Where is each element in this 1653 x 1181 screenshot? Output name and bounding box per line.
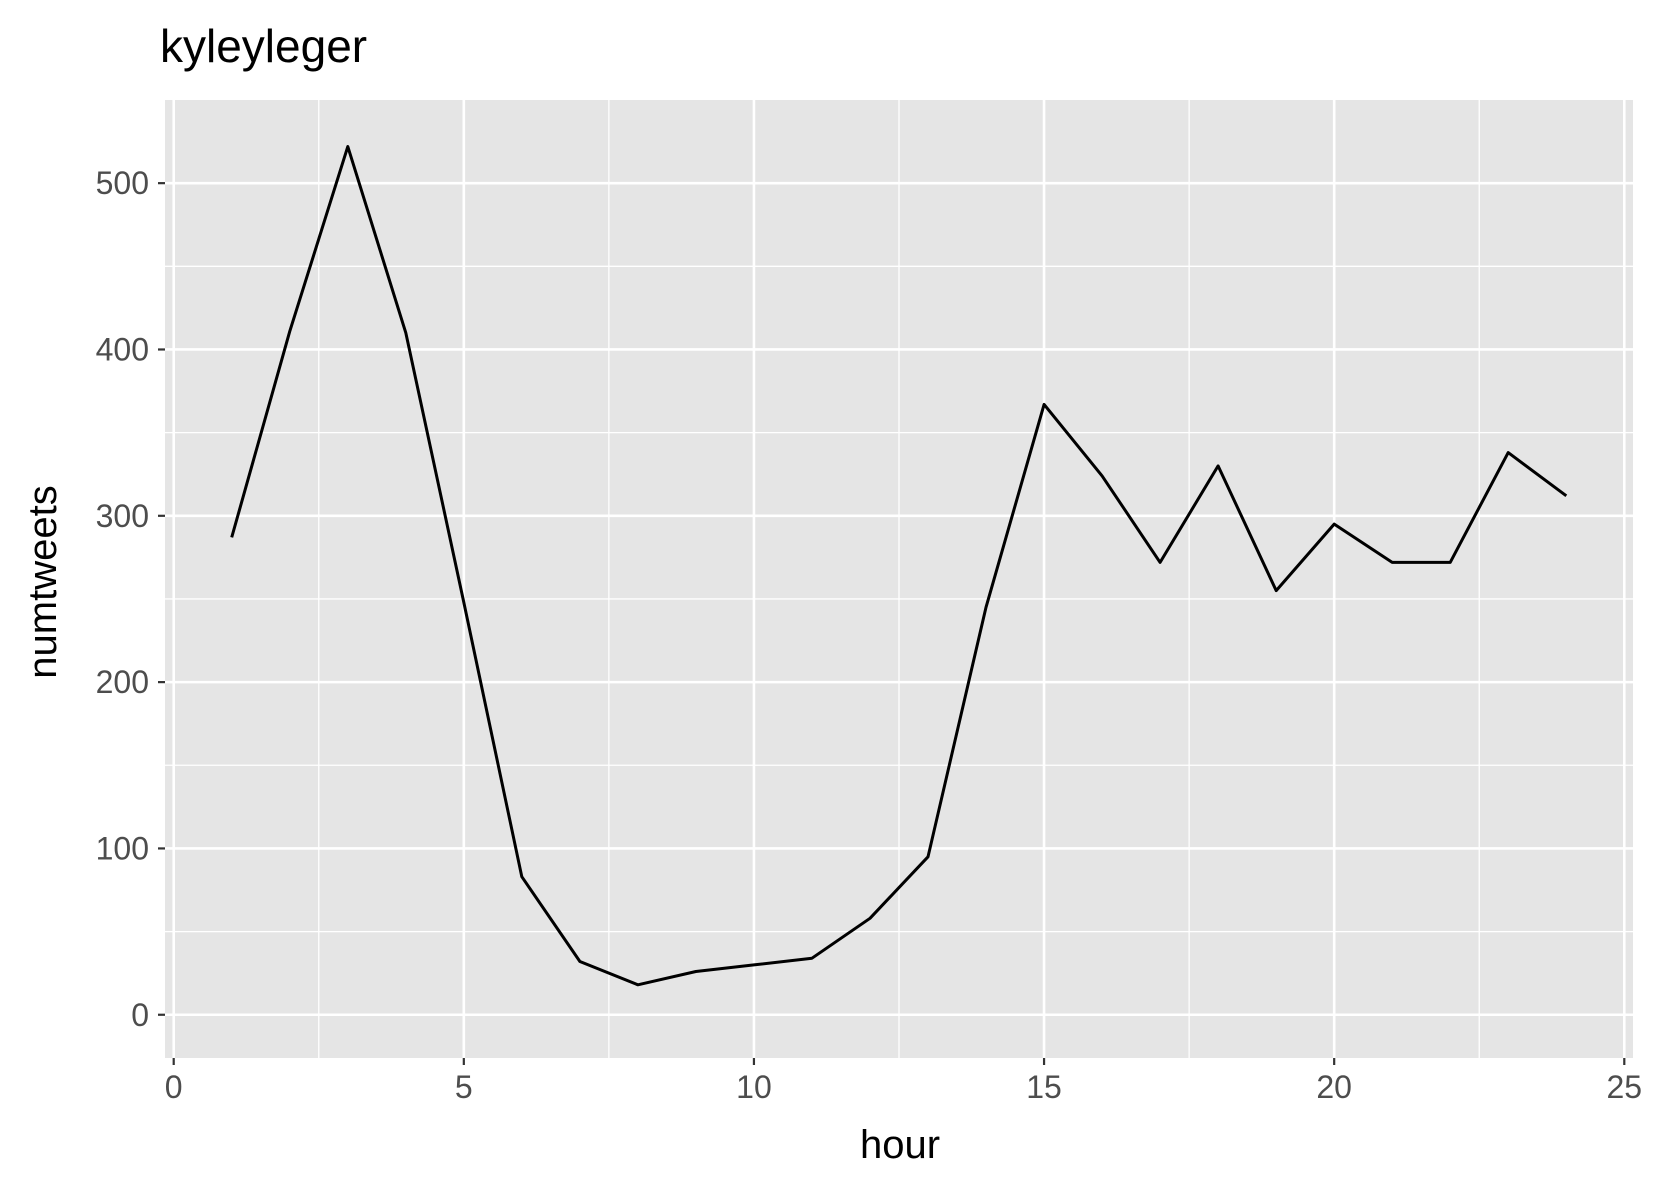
y-tick-label: 300 (96, 498, 149, 534)
x-tick-label: 25 (1606, 1069, 1642, 1105)
y-tick-label: 200 (96, 664, 149, 700)
y-axis-title: numtweets (21, 485, 65, 678)
x-tick-label: 5 (455, 1069, 473, 1105)
x-tick-label: 10 (736, 1069, 772, 1105)
y-axis: 0 100 200 300 400 500 (96, 165, 165, 1033)
y-tick-label: 400 (96, 331, 149, 367)
series-line (230, 145, 1568, 987)
y-tick-label: 500 (96, 165, 149, 201)
y-tick-label: 0 (131, 997, 149, 1033)
x-axis-title: hour (860, 1123, 940, 1167)
x-axis: 0 5 10 15 20 25 (165, 1058, 1642, 1105)
y-tick-label: 100 (96, 830, 149, 866)
x-tick-label: 0 (165, 1069, 183, 1105)
series-layer (230, 145, 1568, 987)
x-tick-label: 15 (1026, 1069, 1062, 1105)
minor-gridlines (165, 100, 1633, 1058)
chart-title: kyleyleger (160, 20, 367, 72)
x-tick-label: 20 (1316, 1069, 1352, 1105)
